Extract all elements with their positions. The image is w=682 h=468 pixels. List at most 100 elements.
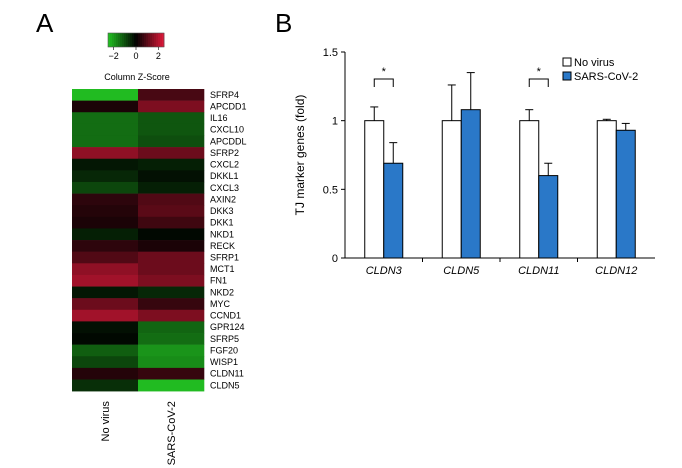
panel-b-letter: B (275, 8, 292, 38)
heatmap-cell (72, 147, 139, 160)
color-key-segment (140, 33, 143, 47)
color-key-segment (118, 33, 121, 47)
heatmap-cell (72, 274, 139, 287)
heatmap-cell (138, 170, 205, 183)
heatmap-row-label: CXCL3 (210, 183, 239, 193)
heatmap-cell (72, 286, 139, 299)
bar-no-virus (519, 120, 540, 259)
color-key-segment (114, 33, 117, 47)
color-key-segment (128, 33, 131, 47)
heatmap-row-label: IL16 (210, 113, 228, 123)
heatmap-cell (138, 135, 205, 148)
heatmap-cell (138, 89, 205, 101)
heatmap-cell (138, 181, 205, 194)
color-key-segment (150, 33, 153, 47)
x-category-label: CLDN5 (443, 265, 480, 277)
heatmap-cell (72, 240, 139, 252)
heatmap-cell (72, 135, 139, 148)
heatmap-column-label: SARS-CoV-2 (166, 401, 178, 465)
heatmap-color-key: −2 0 2 (107, 32, 165, 61)
bar-no-virus (441, 120, 462, 259)
y-axis-title: TJ marker genes (fold) (293, 95, 307, 216)
heatmap-row-label: FGF20 (210, 345, 238, 355)
heatmap-row-label: SFRP2 (210, 148, 239, 158)
color-key-segment (158, 33, 161, 47)
x-category-label: CLDN3 (366, 265, 403, 277)
panel-a-letter: A (36, 8, 54, 38)
heatmap-cell (72, 193, 139, 206)
y-tick-label: 0 (332, 253, 338, 265)
heatmap-row-label: SFRP5 (210, 334, 239, 344)
heatmap-row-label: CXCL2 (210, 160, 239, 170)
color-key-segment (120, 33, 123, 47)
color-key-segment (126, 33, 129, 47)
heatmap-cell (138, 205, 205, 218)
heatmap-row-label: FN1 (210, 276, 227, 286)
heatmap-cell (72, 367, 139, 380)
bar-no-virus (596, 120, 617, 259)
color-key-segment (124, 33, 127, 47)
heatmap-cell (138, 356, 205, 369)
heatmap-cell (72, 379, 139, 392)
heatmap-cell (138, 251, 205, 264)
color-key-label: Column Z-Score (104, 72, 170, 82)
heatmap-row-label: NKD1 (210, 229, 234, 239)
heatmap-row-label: CLDN5 (210, 380, 240, 390)
heatmap-cell (138, 367, 205, 380)
color-key-segment (136, 33, 139, 47)
y-tick-label: 0.5 (323, 184, 338, 196)
color-key-segment (112, 33, 115, 47)
significance-bracket (373, 78, 394, 87)
heatmap-cell (138, 309, 205, 322)
heatmap-cell (72, 181, 139, 194)
color-key-tick-label: −2 (108, 51, 118, 61)
heatmap-cell (72, 298, 139, 311)
heatmap-cell (138, 274, 205, 287)
heatmap-row-label: AXIN2 (210, 194, 236, 204)
heatmap-cell (138, 240, 205, 252)
heatmap-cell (72, 251, 139, 264)
x-category-label: CLDN11 (518, 265, 559, 277)
heatmap-cell (138, 263, 205, 276)
heatmap-cell (72, 344, 139, 357)
heatmap-cell (72, 321, 139, 334)
heatmap-row-label: NKD2 (210, 287, 234, 297)
color-key-segment (130, 33, 133, 47)
heatmap-cell (138, 112, 205, 125)
heatmap-row-label: SFRP4 (210, 90, 239, 100)
color-key-segment (108, 33, 111, 47)
heatmap-row-label: DKK1 (210, 218, 234, 228)
color-key-tick-label: 2 (156, 51, 161, 61)
heatmap-cell (72, 112, 139, 125)
heatmap-row-label: CXCL10 (210, 125, 244, 135)
heatmap-cell (138, 216, 205, 229)
legend-swatch (562, 57, 572, 67)
heatmap-cell (138, 333, 205, 345)
bar-sars-cov-2 (460, 109, 481, 259)
color-key-segment (144, 33, 147, 47)
significance-star: * (537, 66, 542, 78)
heatmap-cell (72, 333, 139, 345)
color-key-segment (160, 33, 163, 47)
heatmap-cell (138, 147, 205, 160)
bar-chart: 0 0.5 1 1.5 CLDN3 CLDN5 CLDN11 CLDN12 * * (323, 47, 655, 277)
color-key-segment (162, 33, 165, 47)
heatmap-row-label: APCDD1 (210, 101, 247, 111)
heatmap-row-labels: SFRP4APCDD1IL16CXCL10APCDDLSFRP2CXCL2DKK… (210, 90, 247, 391)
color-key-segment (116, 33, 119, 47)
heatmap-cell (138, 100, 205, 113)
color-key-segment (132, 33, 135, 47)
heatmap-cell (72, 158, 139, 171)
heatmap-cell (138, 228, 205, 241)
legend-label: No virus (574, 57, 615, 69)
legend-swatch (562, 71, 572, 81)
heatmap-cell (138, 298, 205, 311)
heatmap-row-label: DKKL1 (210, 171, 239, 181)
heatmap-row-label: DKK3 (210, 206, 234, 216)
color-key-tick-label: 0 (133, 51, 138, 61)
bar-no-virus (364, 120, 385, 259)
heatmap-cell (138, 193, 205, 206)
heatmap-row-label: GPR124 (210, 322, 245, 332)
significance-star: * (382, 66, 387, 78)
legend-label: SARS-CoV-2 (574, 71, 638, 83)
